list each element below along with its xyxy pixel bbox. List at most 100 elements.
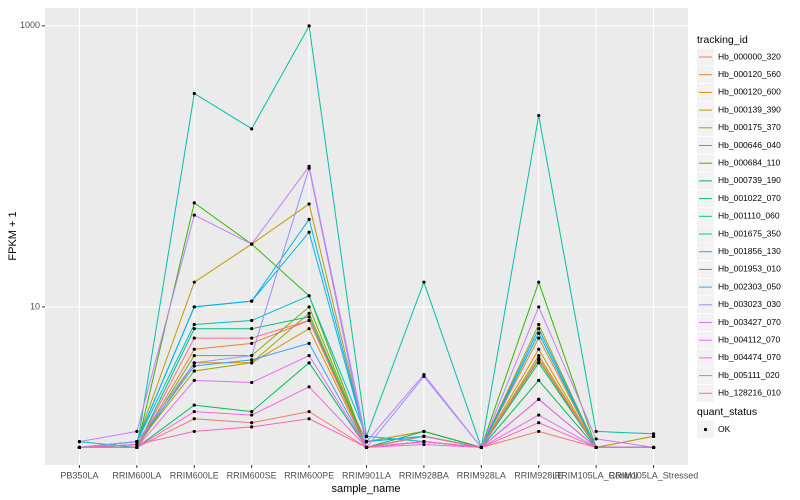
x-tick-label: RRIM928LA — [457, 470, 506, 480]
data-point — [479, 445, 483, 450]
data-point — [307, 294, 311, 298]
y-tick-label: 1000 — [20, 20, 40, 30]
legend-label: Hb_004474_070 — [718, 352, 781, 362]
legend-label: Hb_003427_070 — [718, 317, 781, 327]
data-point — [422, 434, 426, 438]
legend-label: Hb_000175_370 — [718, 122, 781, 132]
data-point — [192, 327, 196, 331]
legend-label: Hb_001110_060 — [718, 211, 780, 221]
data-point — [307, 311, 311, 315]
legend-label: Hb_001856_130 — [718, 246, 781, 256]
data-point — [422, 440, 426, 444]
data-point — [537, 397, 541, 401]
legend-label: Hb_000000_320 — [718, 51, 781, 61]
data-point — [422, 372, 426, 377]
data-point — [307, 318, 311, 323]
legend-label: Hb_002303_050 — [718, 281, 781, 291]
legend-label: Hb_000646_040 — [718, 140, 781, 150]
data-point — [77, 445, 82, 450]
data-point — [537, 305, 541, 309]
data-point — [250, 425, 254, 429]
data-point — [307, 164, 311, 168]
x-tick-label: RRIM901LA — [342, 470, 391, 480]
data-point — [250, 354, 254, 358]
data-point — [307, 305, 311, 309]
data-point — [307, 409, 311, 414]
data-point — [307, 361, 311, 365]
data-point — [537, 354, 541, 358]
data-point — [250, 318, 254, 323]
x-tick-label: RRIM600PE — [284, 470, 334, 480]
data-point — [192, 322, 196, 327]
data-point — [537, 280, 541, 284]
y-tick-label: 10 — [30, 301, 40, 311]
data-point — [307, 315, 311, 319]
data-point — [250, 421, 254, 425]
data-point — [422, 280, 426, 284]
data-point — [192, 201, 196, 205]
data-point — [192, 354, 196, 358]
data-point — [537, 113, 541, 118]
data-point — [537, 322, 541, 327]
data-point — [192, 213, 196, 217]
x-tick-label: RRIM600SE — [227, 470, 277, 480]
data-point — [250, 242, 254, 246]
data-point — [537, 331, 541, 335]
data-point — [537, 327, 541, 331]
data-point — [250, 327, 254, 331]
data-point — [192, 336, 196, 340]
data-point — [651, 434, 656, 438]
data-point — [651, 445, 656, 450]
data-point — [192, 91, 196, 96]
legend-label: OK — [718, 424, 731, 434]
legend-label: Hb_005111_020 — [718, 370, 780, 380]
data-point — [307, 327, 311, 331]
data-point — [307, 341, 311, 346]
legend-swatch — [703, 427, 708, 432]
data-point — [537, 356, 541, 361]
legend-label: Hb_000139_390 — [718, 104, 781, 114]
data-point — [192, 369, 196, 373]
data-point — [422, 442, 426, 447]
data-point — [537, 361, 541, 365]
legend-label: Hb_128216_010 — [718, 388, 781, 398]
data-point — [537, 429, 541, 434]
data-point — [250, 409, 254, 414]
data-point — [307, 202, 311, 206]
legend-label: Hb_000120_600 — [718, 87, 781, 97]
legend-label: Hb_000120_560 — [718, 69, 781, 79]
data-point — [537, 336, 541, 340]
legend-label: Hb_003023_030 — [718, 299, 781, 309]
data-point — [250, 341, 254, 346]
data-point — [192, 378, 196, 382]
data-point — [594, 445, 598, 450]
data-point — [307, 385, 311, 389]
data-point — [135, 445, 139, 450]
data-point — [537, 421, 541, 425]
data-point — [192, 403, 196, 407]
data-point — [537, 378, 541, 382]
data-point — [307, 354, 311, 358]
data-point — [192, 429, 196, 434]
legend-label: Hb_001675_350 — [718, 228, 781, 238]
legend-label: Hb_001953_010 — [718, 264, 781, 274]
data-point — [250, 413, 254, 417]
x-tick-label: RRIM105LA_Stressed — [609, 470, 699, 480]
legend-title: quant_status — [697, 406, 757, 418]
x-tick-label: RRIM600LA — [112, 470, 161, 480]
x-tick-label: RRIM928LE — [514, 470, 563, 480]
data-point — [651, 432, 656, 436]
data-point — [250, 127, 254, 131]
x-axis-title: sample_name — [331, 483, 400, 495]
legend-label: Hb_001022_070 — [718, 193, 781, 203]
data-point — [250, 336, 254, 340]
data-point — [192, 347, 196, 351]
data-point — [364, 445, 369, 450]
data-point — [192, 409, 196, 414]
data-point — [192, 364, 196, 368]
data-point — [135, 429, 139, 434]
data-point — [307, 24, 311, 28]
data-point — [307, 417, 311, 421]
data-point — [135, 442, 139, 447]
